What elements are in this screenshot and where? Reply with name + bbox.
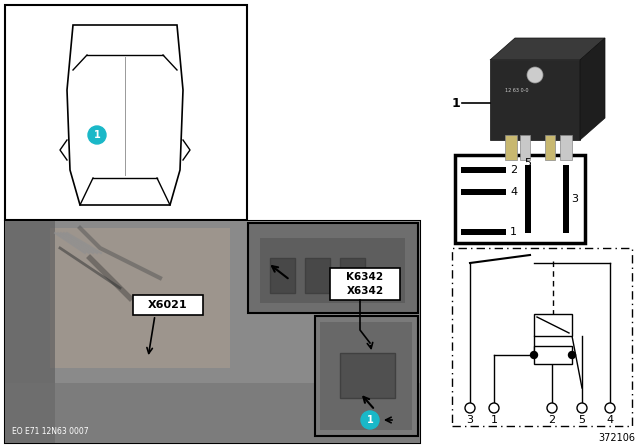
Polygon shape: [490, 38, 605, 60]
Bar: [505, 135, 517, 160]
Circle shape: [568, 352, 575, 358]
Bar: [50, 228, 230, 368]
Bar: [560, 135, 572, 160]
Bar: [455, 155, 585, 243]
Circle shape: [547, 403, 557, 413]
Text: 1: 1: [367, 415, 373, 425]
Text: 1: 1: [93, 130, 100, 140]
Bar: [330, 268, 400, 300]
Bar: [534, 314, 572, 336]
Circle shape: [361, 411, 379, 429]
Bar: [315, 316, 418, 436]
Text: 3: 3: [467, 415, 474, 425]
Text: 2: 2: [548, 415, 556, 425]
Circle shape: [489, 403, 499, 413]
Bar: [534, 346, 572, 364]
Bar: [340, 353, 395, 398]
Text: 1: 1: [510, 227, 517, 237]
Text: 4: 4: [607, 415, 614, 425]
Bar: [248, 223, 418, 313]
Bar: [563, 165, 569, 233]
Text: 5: 5: [579, 415, 586, 425]
Bar: [340, 258, 365, 293]
Text: X6021: X6021: [148, 300, 188, 310]
Circle shape: [577, 403, 587, 413]
Circle shape: [465, 403, 475, 413]
Bar: [5, 5, 247, 220]
Bar: [5, 221, 420, 443]
Text: 1: 1: [490, 415, 497, 425]
Bar: [270, 258, 295, 293]
Polygon shape: [580, 38, 605, 140]
Bar: [320, 322, 412, 430]
Bar: [461, 229, 506, 235]
Bar: [490, 60, 580, 140]
Bar: [5, 221, 420, 443]
Bar: [461, 167, 506, 173]
Text: 3: 3: [572, 194, 579, 204]
Text: 1: 1: [452, 96, 460, 109]
Text: EO E71 12N63 0007: EO E71 12N63 0007: [12, 427, 88, 436]
Text: 5: 5: [525, 158, 531, 168]
Bar: [5, 221, 55, 443]
Circle shape: [527, 67, 543, 83]
Bar: [5, 383, 420, 443]
Polygon shape: [67, 25, 183, 205]
Bar: [461, 189, 506, 195]
Text: 2: 2: [510, 165, 517, 175]
Bar: [305, 258, 330, 293]
Circle shape: [605, 403, 615, 413]
Circle shape: [531, 352, 538, 358]
Text: K6342
X6342: K6342 X6342: [346, 272, 383, 296]
Bar: [525, 165, 531, 233]
Text: 12 63 0-0: 12 63 0-0: [505, 87, 529, 92]
Circle shape: [88, 126, 106, 144]
Bar: [545, 135, 555, 160]
Bar: [133, 295, 203, 315]
Text: 4: 4: [510, 187, 517, 197]
Text: 372106: 372106: [598, 433, 635, 443]
Bar: [452, 248, 632, 426]
Bar: [520, 135, 530, 160]
Bar: [260, 238, 405, 303]
